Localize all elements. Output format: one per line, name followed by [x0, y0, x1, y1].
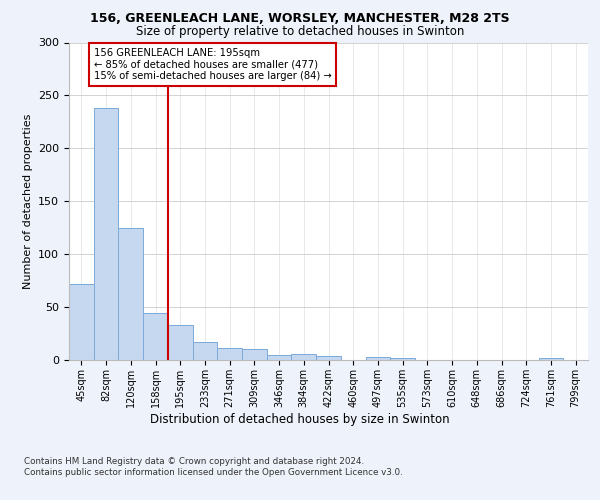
Text: Distribution of detached houses by size in Swinton: Distribution of detached houses by size …	[150, 412, 450, 426]
Text: Size of property relative to detached houses in Swinton: Size of property relative to detached ho…	[136, 25, 464, 38]
Bar	[316, 356, 341, 360]
Bar	[242, 350, 267, 360]
Bar	[365, 357, 390, 360]
Bar	[168, 325, 193, 360]
Bar	[193, 342, 217, 360]
Bar	[94, 108, 118, 360]
Bar	[118, 228, 143, 360]
Bar	[217, 348, 242, 360]
Text: Contains HM Land Registry data © Crown copyright and database right 2024.
Contai: Contains HM Land Registry data © Crown c…	[24, 458, 403, 477]
Bar	[69, 284, 94, 360]
Text: 156, GREENLEACH LANE, WORSLEY, MANCHESTER, M28 2TS: 156, GREENLEACH LANE, WORSLEY, MANCHESTE…	[90, 12, 510, 26]
Y-axis label: Number of detached properties: Number of detached properties	[23, 114, 32, 289]
Bar	[143, 314, 168, 360]
Bar	[292, 354, 316, 360]
Text: 156 GREENLEACH LANE: 195sqm
← 85% of detached houses are smaller (477)
15% of se: 156 GREENLEACH LANE: 195sqm ← 85% of det…	[94, 48, 331, 81]
Bar	[390, 358, 415, 360]
Bar	[267, 354, 292, 360]
Bar	[539, 358, 563, 360]
